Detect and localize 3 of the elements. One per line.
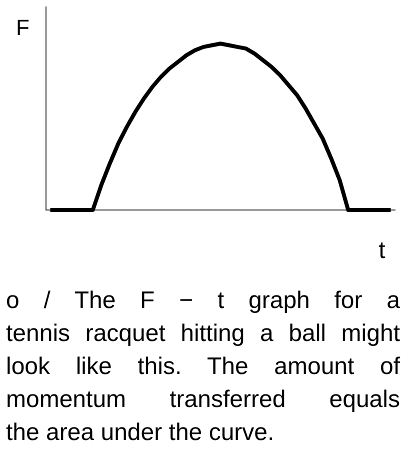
x-axis-title: t [378,237,386,264]
text: o / The F − t graph for a tennis racquet hitting a ball might look like this. The amount of momentum transferred equals the area under the curve. [6,286,400,448]
y-axis-title: F [16,15,30,40]
